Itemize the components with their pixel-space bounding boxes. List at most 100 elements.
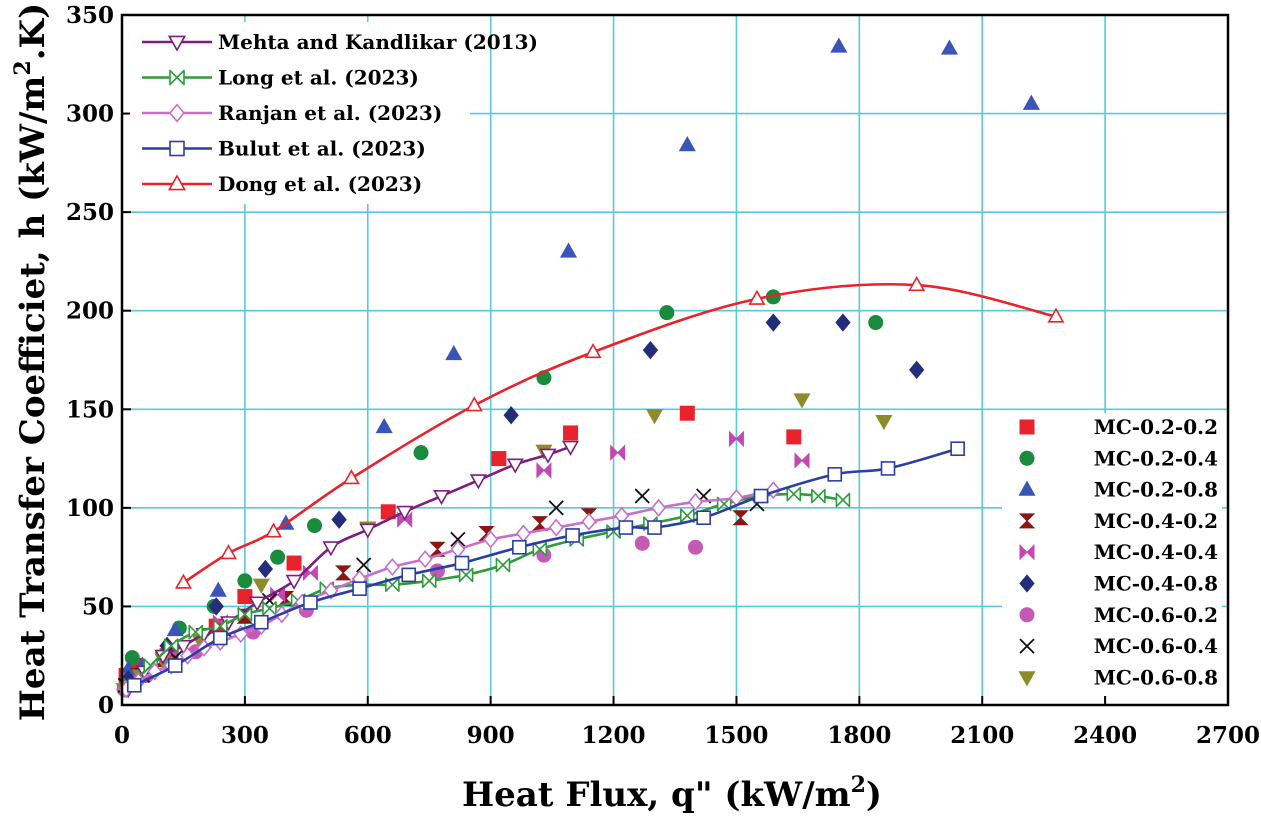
data-point (483, 530, 499, 549)
data-point (209, 581, 227, 597)
x-tick-label: 600 (344, 722, 392, 749)
data-point (753, 488, 769, 504)
data-point (835, 313, 851, 332)
legend-marker (1018, 480, 1036, 496)
x-tick-label: 1500 (704, 722, 768, 749)
data-point (875, 415, 893, 431)
legend-label: MC-0.6-0.8 (1094, 665, 1218, 689)
legend-entry: Dong et al. (2023) (142, 172, 422, 196)
data-point (208, 597, 224, 616)
legend-marker (1019, 607, 1035, 623)
data-point (679, 508, 695, 524)
legend-entry: MC-0.4-0.4 (1019, 540, 1218, 564)
data-point (469, 474, 487, 490)
x-tick-label: 300 (221, 722, 269, 749)
data-point (642, 340, 659, 360)
legend-label: MC-0.2-0.8 (1094, 478, 1218, 502)
legend-experimental: MC-0.2-0.2 MC-0.2-0.4 MC-0.2-0.8 MC-0.4-0.2… (1018, 415, 1218, 689)
legend-entry: Bulut et al. (2023) (142, 137, 426, 161)
series-layer (115, 37, 1065, 699)
legend-label: MC-0.4-0.2 (1094, 509, 1218, 533)
legend-entry: MC-0.2-0.8 (1018, 478, 1218, 502)
y-tick-label: 150 (66, 396, 114, 423)
legend-marker (169, 140, 185, 157)
legend-label: MC-0.2-0.2 (1094, 415, 1218, 439)
legend-label: MC-0.6-0.4 (1094, 634, 1218, 658)
data-point (610, 444, 626, 461)
data-point (303, 595, 318, 610)
data-point (124, 650, 140, 666)
legend-marker (1018, 671, 1036, 687)
data-point (237, 573, 253, 589)
series-MC-0.2-0.8 (119, 37, 1040, 676)
data-point (659, 305, 675, 321)
data-point (503, 406, 519, 425)
data-point (548, 518, 564, 537)
data-point (213, 630, 228, 646)
data-point (830, 37, 848, 53)
data-point (359, 523, 377, 539)
data-point (465, 396, 483, 412)
data-point (909, 360, 925, 380)
legend-experimental-box (1002, 413, 1222, 696)
data-point (940, 39, 959, 55)
y-tick-label: 50 (82, 593, 114, 620)
legend-marker (167, 174, 187, 191)
data-point (322, 541, 340, 557)
data-point (213, 618, 228, 634)
data-point (429, 563, 445, 579)
data-point (908, 275, 926, 292)
series-line (127, 445, 571, 691)
y-tick-label: 250 (66, 199, 114, 226)
y-tick-label: 100 (66, 495, 114, 522)
data-point (331, 510, 347, 529)
data-point (262, 601, 277, 616)
data-point (352, 581, 367, 596)
data-point (687, 539, 703, 555)
data-point (634, 535, 650, 551)
series-Ranjan et al. (2023) (118, 481, 781, 699)
data-point (163, 638, 179, 654)
plot-frame (120, 13, 1230, 707)
data-point (429, 541, 446, 557)
legend-marker (1019, 574, 1035, 593)
data-point (384, 557, 400, 577)
legend-correlations: Mehta and Kandlikar (2013) Long et al. (2… (142, 30, 538, 196)
data-point (512, 539, 527, 555)
data-point (548, 500, 564, 516)
legend-label: MC-0.4-0.8 (1094, 572, 1218, 596)
data-point (647, 520, 662, 535)
data-point (270, 549, 286, 565)
x-axis-title: Heat Flux, q" (kW/m2) (462, 772, 882, 815)
legend-label: Dong et al. (2023) (218, 172, 422, 196)
data-point (786, 429, 802, 445)
data-point (559, 242, 578, 258)
x-tick-label: 1200 (582, 722, 646, 749)
data-point (678, 136, 696, 152)
data-point (835, 492, 851, 508)
data-point (257, 559, 274, 579)
data-point (880, 461, 896, 476)
x-tick-label: 2700 (1196, 722, 1260, 749)
series-line (182, 283, 1057, 584)
data-point (413, 445, 429, 461)
data-point (562, 440, 580, 456)
data-point (432, 490, 451, 506)
data-point (696, 510, 711, 526)
data-point (167, 658, 183, 673)
data-point (248, 596, 266, 612)
data-point (584, 343, 602, 359)
legend-label: MC-0.2-0.4 (1094, 446, 1218, 470)
data-point (1047, 307, 1065, 323)
data-point (748, 289, 766, 305)
x-tick-label: 2400 (1073, 722, 1137, 749)
data-point (252, 578, 270, 594)
legend-entry: MC-0.6-0.4 (1019, 634, 1218, 658)
legend-label: Bulut et al. (2023) (218, 137, 426, 161)
legend-label: Mehta and Kandlikar (2013) (218, 30, 538, 54)
data-point (166, 621, 184, 637)
data-point (794, 452, 810, 469)
legend-marker (1019, 543, 1035, 561)
data-point (147, 662, 163, 681)
